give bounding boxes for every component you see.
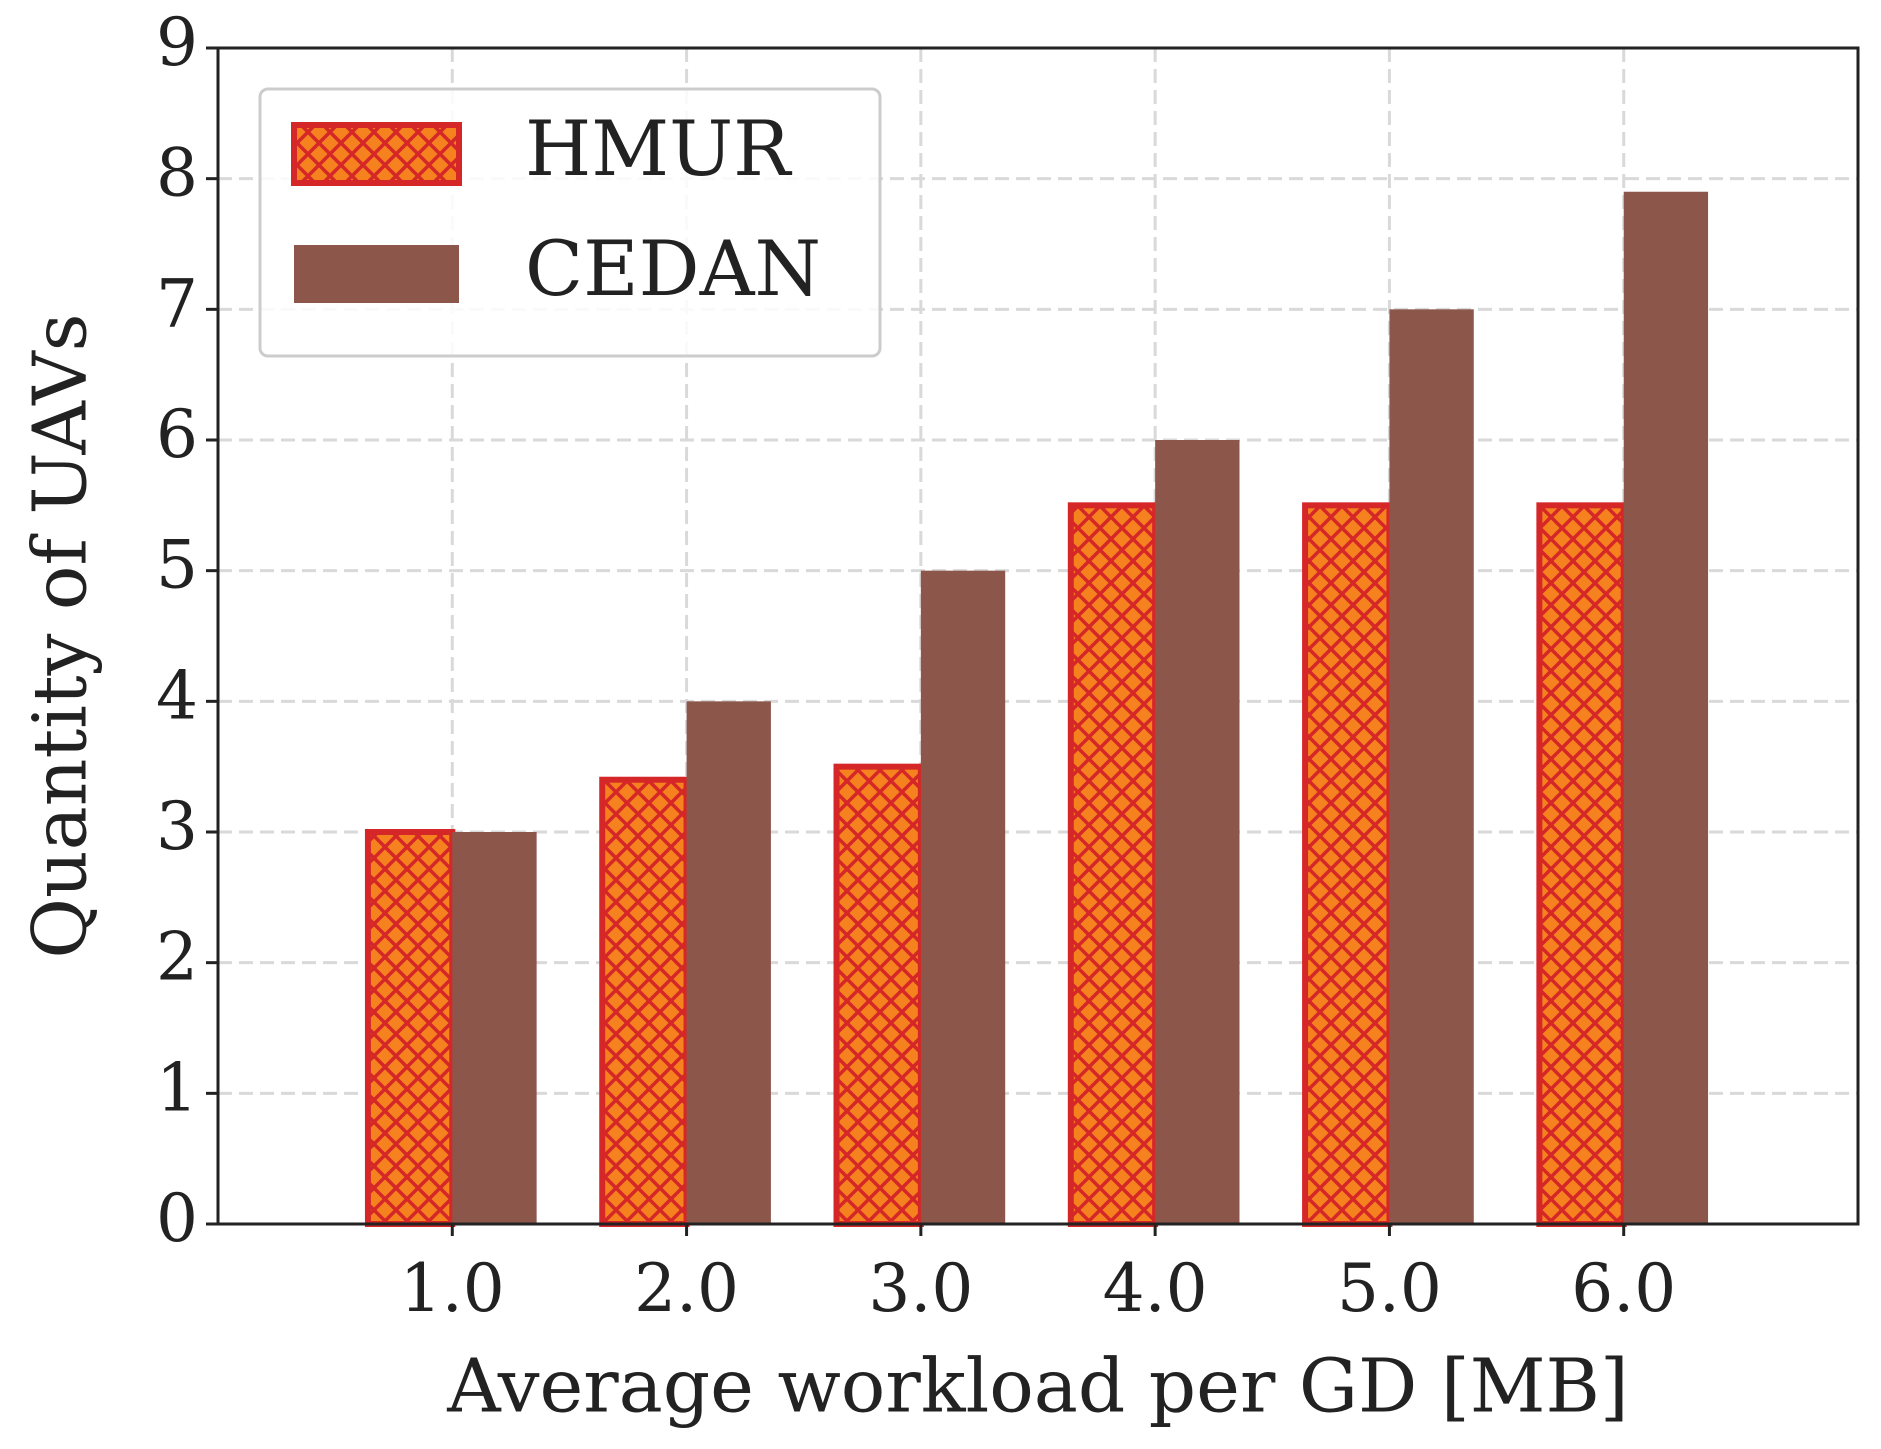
bar xyxy=(599,776,690,1227)
y-tick-label: 5 xyxy=(156,527,198,604)
y-tick-label: 8 xyxy=(156,135,198,212)
x-axis-label: Average workload per GD [MB] xyxy=(446,1343,1628,1429)
bar xyxy=(1536,502,1627,1228)
bar xyxy=(452,832,537,1224)
legend-label: CEDAN xyxy=(525,224,821,313)
y-tick-label: 2 xyxy=(156,919,198,996)
y-axis-label: Quantity of UAVs xyxy=(17,313,103,958)
x-tick-label: 2.0 xyxy=(634,1250,739,1327)
bar xyxy=(833,763,924,1228)
bar xyxy=(1067,502,1159,1228)
y-tick-label: 0 xyxy=(156,1180,198,1257)
x-tick-label: 1.0 xyxy=(400,1250,505,1327)
x-tick-label: 5.0 xyxy=(1337,1250,1442,1327)
plot-frame xyxy=(216,46,1860,1226)
y-tick-label: 9 xyxy=(156,4,198,81)
y-tick-label: 3 xyxy=(156,788,198,865)
x-tick-label: 4.0 xyxy=(1103,1250,1208,1327)
bar xyxy=(364,829,456,1227)
y-tick-label: 6 xyxy=(156,396,198,473)
y-tick-label: 7 xyxy=(156,265,198,342)
x-tick-label: 6.0 xyxy=(1571,1250,1676,1327)
bar xyxy=(920,570,1006,1224)
legend-swatch xyxy=(291,122,462,186)
y-tick-label: 4 xyxy=(156,657,198,734)
x-tick-label: 3.0 xyxy=(868,1250,973,1327)
legend-label: HMUR xyxy=(525,104,793,193)
bar xyxy=(1623,191,1709,1224)
bar xyxy=(1302,502,1393,1228)
bar xyxy=(1389,309,1474,1224)
legend-swatch xyxy=(294,245,459,303)
y-tick-label: 1 xyxy=(156,1049,198,1126)
bar xyxy=(1155,440,1240,1224)
bar xyxy=(686,701,771,1224)
